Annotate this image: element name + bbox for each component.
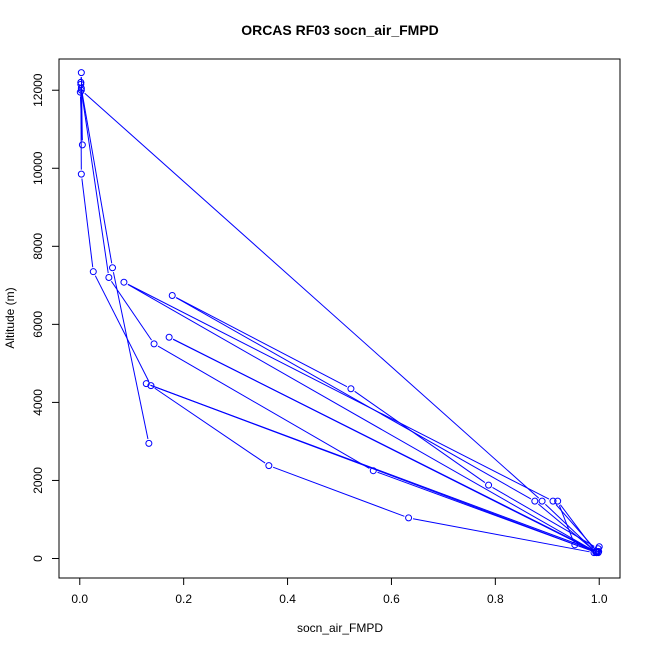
series-segment [175, 297, 348, 388]
data-point [89, 268, 97, 276]
x-axis: 0.0 0.2 0.4 0.6 0.8 1.0 [71, 577, 608, 606]
series-segment [94, 275, 150, 382]
y-tick-label: 4000 [31, 389, 45, 416]
series-segment [157, 345, 370, 469]
data-point [147, 382, 155, 390]
data-point [595, 543, 603, 551]
data-point [549, 497, 557, 505]
series-segment [110, 280, 152, 341]
data-point [531, 497, 539, 505]
x-axis-label: socn_air_FMPD [297, 621, 383, 635]
y-axis-label: Altitude (m) [3, 287, 17, 348]
series-segment [555, 504, 596, 550]
data-point [369, 467, 377, 475]
data-point [168, 291, 176, 299]
y-tick-label: 8000 [31, 233, 45, 260]
data-point [77, 170, 85, 178]
series-segment [492, 486, 595, 547]
data-point [485, 481, 493, 489]
data-point [120, 278, 128, 286]
series-segment [112, 272, 149, 440]
series-segment [84, 92, 540, 499]
data-point [165, 333, 173, 341]
series-segment [81, 94, 109, 274]
data-point [142, 380, 150, 388]
y-tick-label: 12000 [31, 73, 45, 107]
data-point [109, 264, 117, 272]
series-segment [127, 284, 592, 551]
y-tick-label: 2000 [31, 467, 45, 494]
y-tick-label: 6000 [31, 311, 45, 338]
data-point [593, 549, 601, 557]
data-point [150, 340, 158, 348]
series-segment [81, 92, 113, 264]
y-tick-label: 0 [31, 555, 45, 562]
y-tick-label: 10000 [31, 151, 45, 185]
data-point [77, 86, 85, 94]
data-point [77, 69, 85, 77]
series-segment [81, 178, 94, 268]
data-point [405, 514, 413, 522]
series-segment [412, 518, 590, 553]
series-segment [154, 387, 266, 464]
series-layer [76, 69, 603, 557]
x-tick-label: 0.8 [487, 592, 504, 606]
series-segment [127, 283, 550, 500]
data-point [105, 274, 113, 282]
data-point [78, 141, 86, 149]
x-tick-label: 0.0 [71, 592, 88, 606]
data-point [347, 385, 355, 393]
series-segment [175, 297, 532, 500]
series-segment [272, 466, 405, 517]
chart-title: ORCAS RF03 socn_air_FMPD [241, 22, 439, 38]
series-segment [537, 503, 594, 551]
x-tick-label: 1.0 [591, 592, 608, 606]
data-point [77, 78, 85, 86]
x-tick-label: 0.4 [279, 592, 296, 606]
data-point [145, 439, 153, 447]
y-axis: 0 2000 4000 6000 8000 10000 12000 [31, 73, 60, 562]
series-segment [354, 390, 486, 483]
data-point [571, 541, 579, 549]
series-segment [172, 338, 595, 552]
data-point [554, 497, 562, 505]
data-point [265, 462, 273, 470]
x-tick-label: 0.2 [175, 592, 192, 606]
data-point [538, 497, 546, 505]
x-tick-label: 0.6 [383, 592, 400, 606]
